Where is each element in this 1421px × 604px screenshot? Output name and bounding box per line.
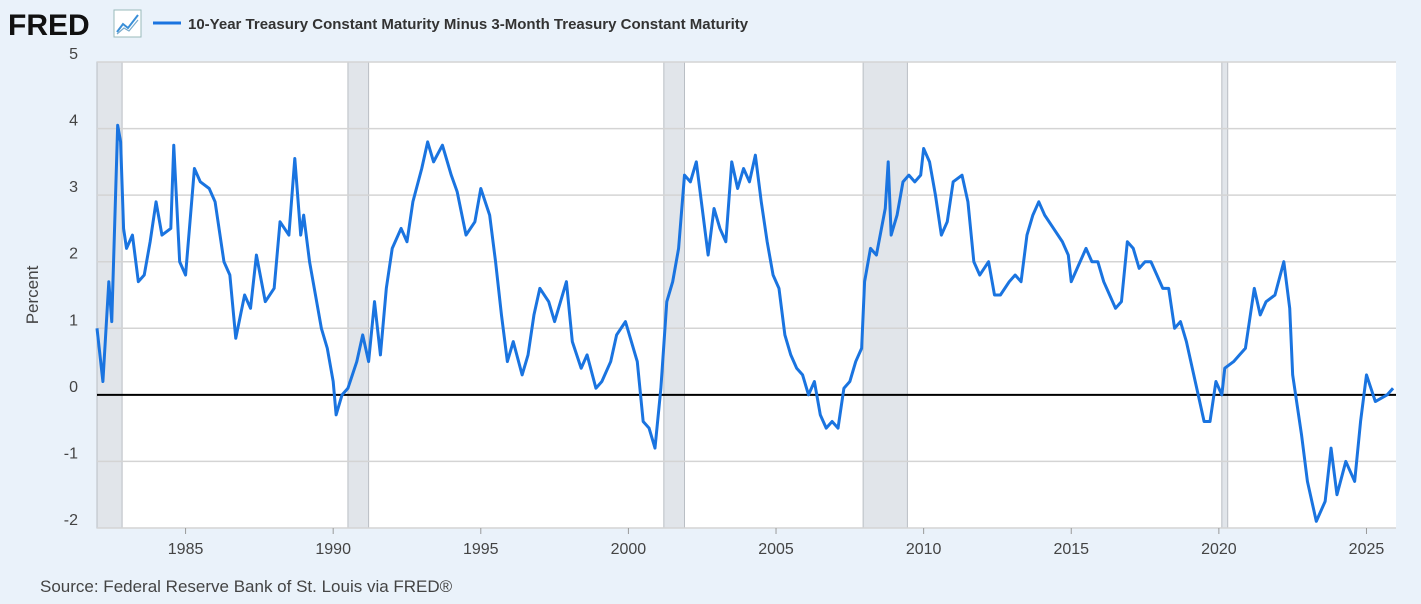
x-tick-label: 2025 bbox=[1349, 541, 1385, 558]
y-tick-label: 2 bbox=[69, 246, 78, 263]
y-tick-label: 0 bbox=[69, 379, 78, 396]
y-tick-label: 1 bbox=[69, 312, 78, 329]
recession-band bbox=[663, 61, 686, 529]
y-tick-label: 5 bbox=[69, 46, 78, 63]
plot-area bbox=[97, 62, 1396, 528]
x-tick-label: 2020 bbox=[1201, 541, 1237, 558]
y-tick-label: -1 bbox=[64, 445, 78, 462]
source: Source: Federal Reserve Bank of St. Loui… bbox=[40, 577, 453, 596]
y-tick-label: 3 bbox=[69, 179, 78, 196]
legend-label: 10-Year Treasury Constant Maturity Minus… bbox=[188, 16, 749, 33]
x-tick-label: 1985 bbox=[168, 541, 204, 558]
logo: FRED bbox=[8, 9, 90, 42]
recession-band bbox=[347, 61, 370, 529]
x-tick-label: 2015 bbox=[1053, 541, 1089, 558]
y-tick-label: -2 bbox=[64, 512, 78, 529]
recession-band bbox=[1221, 61, 1229, 529]
x-tick-label: 1995 bbox=[463, 541, 499, 558]
x-tick-label: 2000 bbox=[611, 541, 647, 558]
series-line bbox=[95, 123, 1395, 523]
x-tick-label: 1990 bbox=[315, 541, 351, 558]
y-axis-label: Percent bbox=[23, 265, 42, 324]
x-tick-label: 2010 bbox=[906, 541, 942, 558]
logo-icon bbox=[113, 9, 142, 38]
y-tick-label: 4 bbox=[69, 113, 78, 130]
x-tick-label: 2005 bbox=[758, 541, 794, 558]
recession-band bbox=[862, 61, 908, 529]
